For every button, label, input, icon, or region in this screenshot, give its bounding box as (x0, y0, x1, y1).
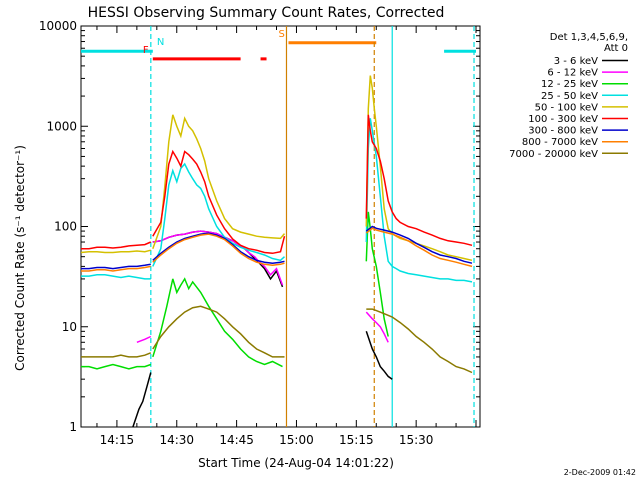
series-line (366, 308, 473, 374)
footer-date: 2-Dec-2009 01:42 (564, 468, 636, 477)
series-line (152, 114, 286, 249)
legend-entry-label: 800 - 7000 keV (522, 137, 598, 148)
series-line (80, 249, 151, 254)
legend-title: Att 0 (604, 43, 628, 54)
legend-entry-label: 3 - 6 keV (554, 56, 598, 67)
legend-entry-label: 50 - 100 keV (535, 102, 599, 113)
y-tick-label: 10000 (39, 19, 77, 33)
x-tick-label: 14:45 (219, 433, 254, 447)
chart-title: HESSI Observing Summary Count Rates, Cor… (88, 5, 445, 21)
series-line (81, 241, 152, 250)
tick-labels: 1 10 100 1000 10000 14:15 14:30 14:45 15:00 15:15… (39, 19, 434, 447)
series-line (152, 305, 285, 358)
series-line (365, 225, 473, 264)
x-tick-label: 15:30 (399, 433, 434, 447)
series-line (152, 232, 285, 264)
series-line (152, 230, 284, 286)
series-lines (80, 75, 473, 428)
y-tick-label: 1000 (46, 119, 77, 133)
flag-bars: NF S (81, 29, 477, 61)
legend-title: Det 1,3,4,5,6,9, (550, 32, 628, 43)
y-axis-label: Corrected Count Rate (s⁻¹ detector⁻¹) (13, 145, 27, 371)
series-line (81, 352, 152, 358)
series-line (365, 331, 393, 380)
series-line (81, 274, 151, 280)
series-line (81, 265, 151, 272)
series-line (152, 277, 283, 368)
flag-label: F (143, 45, 149, 56)
series-line (365, 211, 389, 337)
legend-entry-label: 25 - 50 keV (541, 91, 598, 102)
series-line (365, 114, 473, 247)
series-line (365, 311, 389, 343)
legend-entry-label: 12 - 25 keV (541, 79, 598, 90)
legend-entry-label: 7000 - 20000 keV (509, 149, 598, 160)
series-line (81, 363, 152, 370)
y-tick-label: 10 (62, 320, 77, 334)
y-tick-label: 100 (54, 220, 77, 234)
vertical-markers (150, 26, 475, 427)
series-line (152, 230, 284, 288)
flag-label: N (157, 37, 164, 48)
x-tick-label: 14:30 (159, 433, 194, 447)
legend-entry-label: 300 - 800 keV (528, 126, 598, 137)
series-line (152, 149, 286, 255)
x-tick-label: 14:15 (100, 433, 135, 447)
series-line (136, 335, 152, 344)
y-tick-label: 1 (69, 420, 77, 434)
series-line (365, 118, 473, 283)
series-line (132, 372, 152, 428)
series-line (81, 263, 151, 270)
x-tick-label: 15:00 (279, 433, 314, 447)
flag-label: S (278, 29, 284, 40)
series-line (152, 162, 286, 267)
legend-entry-label: 100 - 300 keV (528, 114, 598, 125)
legend-entry-label: 6 - 12 keV (547, 68, 598, 79)
series-line (152, 233, 285, 267)
series-line (365, 227, 473, 268)
x-tick-label: 15:15 (339, 433, 374, 447)
x-axis-label: Start Time (24-Aug-04 14:01:22) (198, 456, 394, 470)
